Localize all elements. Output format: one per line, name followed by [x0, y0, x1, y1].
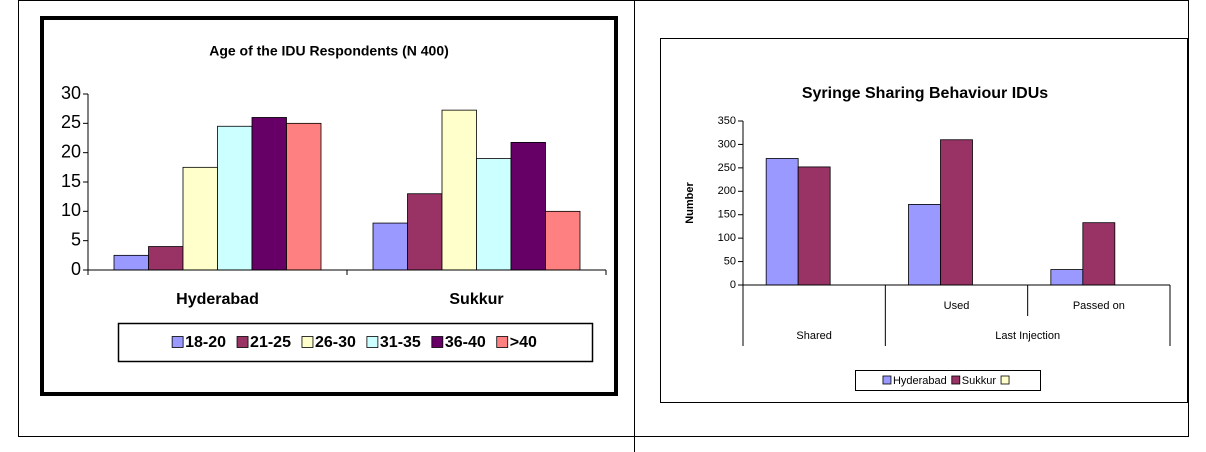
- legend-label: 36-40: [445, 334, 486, 351]
- bar: [510, 141, 546, 271]
- legend-label: 18-20: [185, 334, 226, 351]
- bar: [545, 210, 581, 271]
- bar: [286, 122, 322, 271]
- bar: [908, 204, 941, 286]
- x-tick-label: Passed on: [1073, 300, 1125, 312]
- legend-swatch: [882, 375, 892, 385]
- chart-title: Syringe Sharing Behaviour IDUs: [802, 85, 1048, 102]
- legend-label: 21-25: [250, 334, 291, 351]
- y-tick-label: 50: [724, 255, 736, 267]
- y-tick-label: 15: [61, 171, 81, 191]
- legend-swatch: [236, 336, 249, 348]
- legend-box: [117, 322, 594, 363]
- x-tick-label: Hyderabad: [176, 291, 259, 308]
- bar: [1050, 269, 1084, 286]
- bar: [148, 246, 184, 271]
- y-tick-label: 5: [71, 229, 81, 249]
- y-tick-label: 0: [71, 259, 81, 279]
- legend-label: Sukkur: [962, 375, 997, 387]
- y-tick-label: 30: [61, 83, 81, 103]
- bar: [372, 222, 408, 271]
- y-tick-label: 300: [718, 138, 736, 150]
- legend-label: 31-35: [380, 334, 421, 351]
- y-tick-label: 0: [730, 279, 736, 291]
- legend-swatch: [1000, 375, 1010, 385]
- bar: [940, 139, 973, 286]
- y-tick-label: 10: [61, 200, 81, 220]
- y-tick-label: 200: [718, 185, 736, 197]
- category-group-label: Last Injection: [995, 330, 1060, 342]
- y-tick-label: 150: [718, 209, 736, 221]
- legend-swatch: [496, 336, 509, 348]
- legend-swatch: [301, 336, 314, 348]
- legend-swatch: [171, 336, 184, 348]
- bar: [476, 158, 512, 271]
- bar: [217, 125, 253, 271]
- y-tick-label: 20: [61, 141, 81, 161]
- legend-box: [855, 370, 1041, 391]
- chart-title: Age of the IDU Respondents (N 400): [209, 43, 449, 59]
- y-tick-label: 100: [718, 232, 736, 244]
- x-tick-label: Used: [944, 300, 970, 312]
- legend-label: Hyderabad: [893, 375, 947, 387]
- y-axis-label: Number: [684, 182, 696, 224]
- legend-label: 26-30: [315, 334, 356, 351]
- bar: [765, 158, 799, 286]
- y-tick-label: 250: [718, 162, 736, 174]
- x-tick-label: Sukkur: [449, 291, 503, 308]
- table-border: [18, 0, 1189, 437]
- bar: [441, 109, 477, 271]
- x-tick-label: Shared: [796, 330, 831, 342]
- bar: [251, 117, 287, 271]
- bar: [113, 254, 149, 271]
- bar: [1082, 222, 1116, 286]
- legend-swatch: [366, 336, 379, 348]
- y-tick-label: 350: [718, 115, 736, 127]
- legend-label: >40: [510, 334, 537, 351]
- y-tick-label: 25: [61, 112, 81, 132]
- legend-swatch: [431, 336, 444, 348]
- bar: [407, 193, 443, 271]
- legend-swatch: [951, 375, 961, 385]
- bar: [797, 166, 831, 286]
- bar: [182, 166, 218, 271]
